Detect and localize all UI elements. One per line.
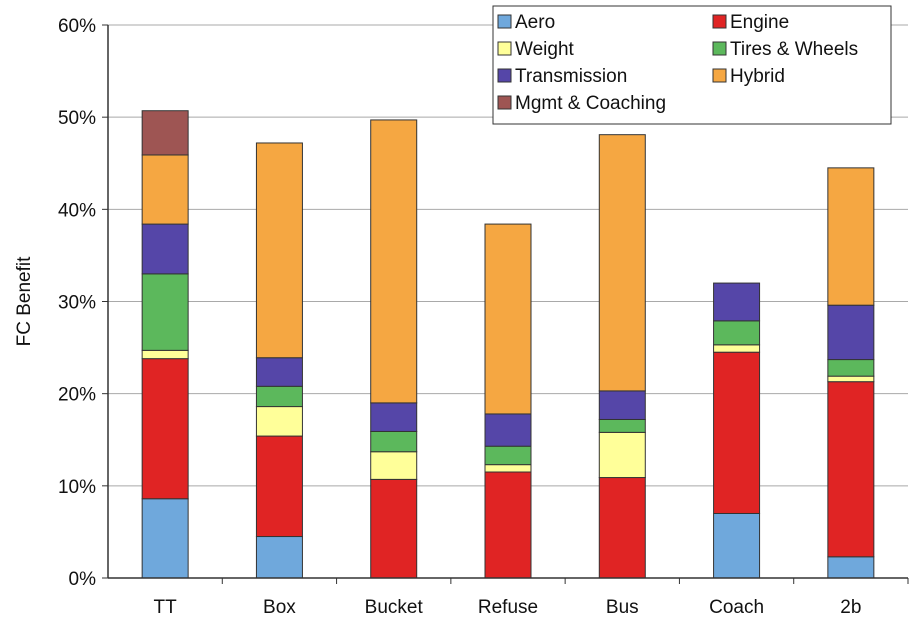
legend-swatch [497,95,512,110]
y-tick-label: 20% [58,385,96,406]
y-tick-label: 10% [58,477,96,498]
legend-swatch [497,41,512,56]
bar-segment [713,512,761,579]
bar-segment [713,282,761,322]
legend-swatch [712,68,727,83]
y-tick-label: 0% [69,569,97,590]
bar-segment [827,359,875,377]
bar-segment [484,464,532,473]
x-tick-label: Box [263,597,296,618]
legend-label: Mgmt & Coaching [515,93,666,114]
bar-segment [484,471,532,579]
bar-segment [141,358,189,500]
x-tick-label: Bus [606,597,639,618]
bar-segment [484,223,532,415]
bar-segment [370,430,418,453]
x-tick-label: TT [154,597,178,618]
legend-box [492,5,892,125]
bar-segment [141,223,189,275]
bar-segment [598,390,646,420]
bar-segment [370,119,418,404]
bar-segment [255,385,303,408]
y-axis-ticks: 0% 10% 20% 30% 40% 50% 60% [58,16,108,590]
bar-segment [255,536,303,579]
bar-segment [827,375,875,383]
legend: Aero Engine Weight Tires & Wheels Transmissi… [492,5,892,125]
legend-swatch [712,41,727,56]
legend-label: Hybrid [730,66,785,87]
bar-segment [370,478,418,579]
bar-segment [141,498,189,579]
bar-segment [713,351,761,514]
bar-segment [713,320,761,346]
bar-segment [713,344,761,353]
legend-swatch [712,14,727,29]
legend-label: Engine [730,12,789,33]
bar-segment [827,556,875,579]
bar-segment [255,406,303,437]
y-tick-label: 40% [58,200,96,221]
bar-segment [598,431,646,479]
y-axis-title: FC Benefit [14,256,35,346]
x-tick-label: Bucket [365,597,424,618]
bar-segment [370,451,418,480]
legend-label: Aero [515,12,555,33]
bar-segment [141,154,189,225]
bar-segment [827,304,875,361]
bar-segment [255,142,303,359]
bar-segment [370,402,418,432]
bar-segment [255,357,303,387]
bar-segment [598,134,646,392]
y-tick-label: 50% [58,108,96,129]
bars [141,110,875,579]
x-tick-label: Refuse [478,597,538,618]
bar-segment [598,477,646,579]
x-tick-label: Coach [709,597,764,618]
y-tick-label: 60% [58,16,96,37]
bar-segment [827,381,875,558]
legend-swatch [497,14,512,29]
bar-segment [598,418,646,433]
y-tick-label: 30% [58,293,96,314]
legend-label: Weight [515,39,575,60]
bar-segment [255,435,303,538]
bar-segment [141,273,189,351]
legend-label: Tires & Wheels [730,39,858,60]
bar-segment [484,413,532,447]
legend-swatch [497,68,512,83]
bar-segment [484,445,532,466]
bar-segment [827,167,875,306]
bar-segment [141,349,189,360]
legend-label: Transmission [515,66,627,87]
x-axis-ticks: TT Box Bucket Refuse Bus Coach 2b [154,578,909,618]
bar-segment [141,110,189,156]
x-tick-label: 2b [840,597,861,618]
